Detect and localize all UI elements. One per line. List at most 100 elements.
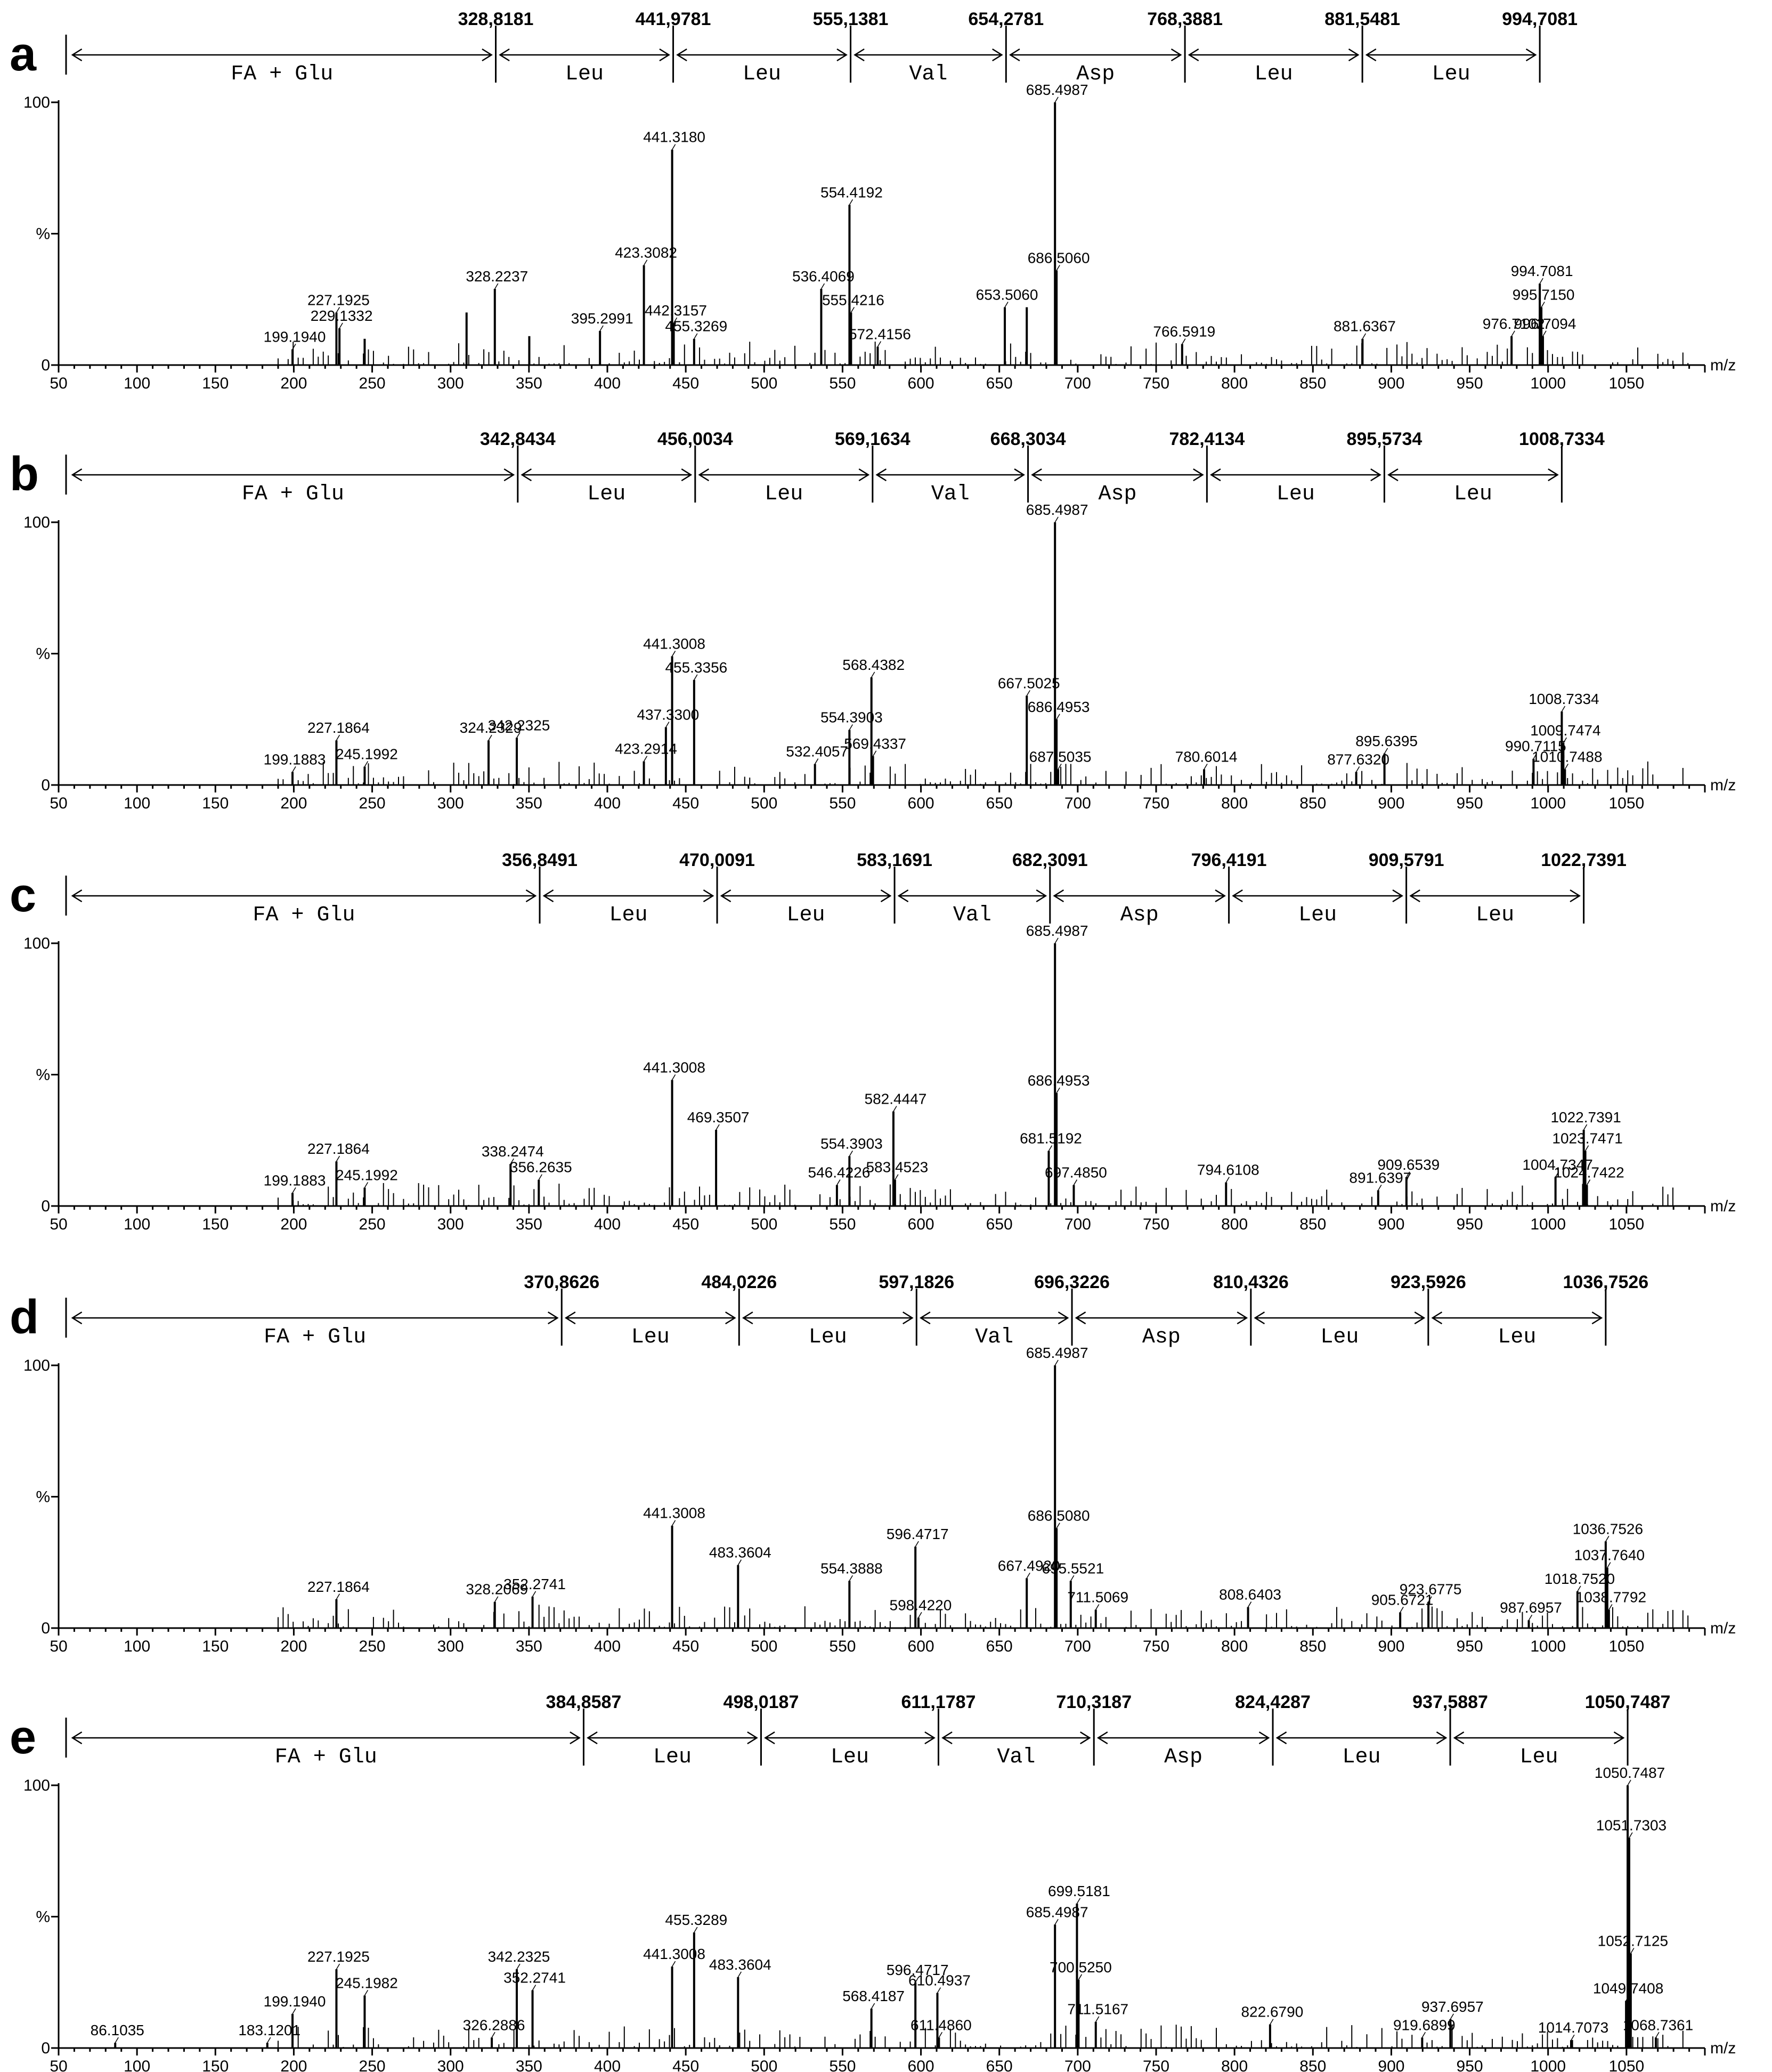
peak-label-leader xyxy=(1054,1919,1059,1925)
x-tick-label: 950 xyxy=(1457,795,1483,812)
residue-arrow xyxy=(71,1731,581,1745)
x-tick-label: 350 xyxy=(516,2058,542,2072)
x-tick-label: 700 xyxy=(1064,1216,1091,1233)
peak-label-leader xyxy=(1054,516,1059,523)
x-axis-unit: m/z xyxy=(1710,357,1736,374)
noise-peaks xyxy=(278,1183,1673,1206)
x-tick-label: 450 xyxy=(672,1638,699,1655)
residue-label: FA + Glu xyxy=(231,62,333,86)
residue-arrow xyxy=(542,889,714,903)
peak-label-leader xyxy=(339,322,343,329)
peak-label-leader xyxy=(1182,338,1186,344)
peak-label: 199.1940 xyxy=(264,1993,326,2010)
peak-label-leader xyxy=(938,2031,943,2038)
peak-label-leader xyxy=(937,1987,941,1993)
noise-peaks xyxy=(278,1605,1689,1628)
peak-label: 697.4850 xyxy=(1045,1164,1107,1181)
peak-label-leader xyxy=(671,1520,676,1526)
peak-label: 610.4937 xyxy=(908,1972,971,1988)
residue-arrow xyxy=(764,1731,936,1745)
x-tick-label: 700 xyxy=(1064,375,1091,392)
peak-label-leader xyxy=(1058,764,1062,770)
residue-arrow xyxy=(1210,468,1381,482)
x-tick-label: 150 xyxy=(202,795,229,812)
peak-label-leader xyxy=(364,761,369,767)
peak-label: 1052.7125 xyxy=(1598,1933,1668,1949)
x-tick-label: 50 xyxy=(50,2058,67,2072)
x-axis-unit: m/z xyxy=(1710,776,1736,794)
x-tick-label: 800 xyxy=(1221,375,1248,392)
fragment-ion-mass: 597,1826 xyxy=(879,1272,954,1292)
fragment-ion-mass: 1008,7334 xyxy=(1519,429,1605,449)
peak-label: 568.4382 xyxy=(842,657,905,673)
peak-label-leader xyxy=(1362,333,1367,339)
residue-arrow xyxy=(919,1311,1069,1325)
x-tick-label: 200 xyxy=(280,1638,307,1655)
residue-label: Leu xyxy=(653,1745,692,1769)
residue-arrow xyxy=(875,468,1025,482)
peak-label-leader xyxy=(849,1575,853,1581)
y-tick-label: 100 xyxy=(23,514,50,531)
peak-label: 455.3356 xyxy=(665,659,727,676)
x-tick-label: 250 xyxy=(359,375,386,392)
peak-label-leader xyxy=(871,2003,875,2009)
residue-label: FA + Glu xyxy=(275,1745,377,1769)
peak-label-leader xyxy=(893,1106,897,1112)
fragment-ion-mass: 909,5791 xyxy=(1369,850,1444,870)
peak-label: 686.5080 xyxy=(1028,1508,1090,1524)
peak-label: 227.1925 xyxy=(307,1948,370,1965)
peak-label-leader xyxy=(516,1963,521,1970)
peak-label: 442.3157 xyxy=(645,302,707,319)
peak-label: 1022.7391 xyxy=(1550,1109,1621,1126)
peak-label: 554.3903 xyxy=(820,1135,883,1152)
noise-peaks xyxy=(278,341,1689,365)
peak-label: 667.5025 xyxy=(998,675,1060,691)
peak-label: 1018.7520 xyxy=(1545,1571,1615,1587)
peak-label-leader xyxy=(820,283,825,289)
x-tick-label: 500 xyxy=(751,1216,777,1233)
peak-label: 324.2329 xyxy=(460,719,522,736)
peak-label: 342.2325 xyxy=(488,1948,550,1965)
peak-label-leader xyxy=(1571,2034,1575,2041)
peak-label: 766.5919 xyxy=(1153,323,1215,340)
residue-arrow xyxy=(1188,48,1360,62)
x-tick-label: 300 xyxy=(437,795,464,812)
fragment-ion-mass: 470,0091 xyxy=(679,850,755,870)
residue-arrow xyxy=(742,1311,914,1325)
fragment-ion-mass: 498,0187 xyxy=(724,1692,799,1712)
residue-label: Asp xyxy=(1164,1745,1202,1769)
peak-label: 572.4156 xyxy=(849,326,911,342)
y-tick-label: 100 xyxy=(23,94,50,111)
fragment-ion-mass: 994,7081 xyxy=(1502,9,1578,29)
peak-label-leader xyxy=(1026,690,1030,696)
y-tick-label: % xyxy=(36,645,50,663)
residue-label: Val xyxy=(975,1325,1013,1349)
x-tick-label: 950 xyxy=(1457,1216,1483,1233)
residue-arrow xyxy=(499,48,670,62)
peak-label-leader xyxy=(1078,1974,1083,1980)
peak-label-leader xyxy=(292,2008,296,2014)
peak-label: 1008.7334 xyxy=(1529,691,1599,707)
residue-label: Leu xyxy=(609,903,648,927)
spectrum-panel-d: d 370,8626 484,0226 597,1826 696,3226 810,432… xyxy=(10,1272,1736,1655)
x-tick-label: 850 xyxy=(1299,375,1326,392)
residue-arrow xyxy=(698,468,870,482)
fragment-ion-mass: 923,5926 xyxy=(1391,1272,1466,1292)
x-tick-label: 250 xyxy=(359,1638,386,1655)
fragment-ion-mass: 682,3091 xyxy=(1012,850,1088,870)
x-tick-label: 750 xyxy=(1143,1638,1169,1655)
peak-label-leader xyxy=(671,1074,676,1080)
x-tick-label: 850 xyxy=(1299,1216,1326,1233)
fragment-ion-mass: 1022,7391 xyxy=(1541,850,1627,870)
residue-label: Val xyxy=(953,903,991,927)
y-tick-label: % xyxy=(36,1908,50,1926)
peak-label: 686.4953 xyxy=(1028,1072,1090,1089)
x-tick-label: 900 xyxy=(1378,2058,1404,2072)
fragment-ion-mass: 1036,7526 xyxy=(1563,1272,1649,1292)
x-tick-label: 750 xyxy=(1143,795,1169,812)
spectrum-panel-c: c 356,8491 470,0091 583,1691 682,3091 796,419… xyxy=(10,850,1736,1233)
peak-label: 711.5167 xyxy=(1067,2001,1128,2018)
residue-arrow xyxy=(1031,468,1204,482)
peak-label: 681.5192 xyxy=(1020,1130,1082,1146)
x-tick-label: 250 xyxy=(359,2058,386,2072)
